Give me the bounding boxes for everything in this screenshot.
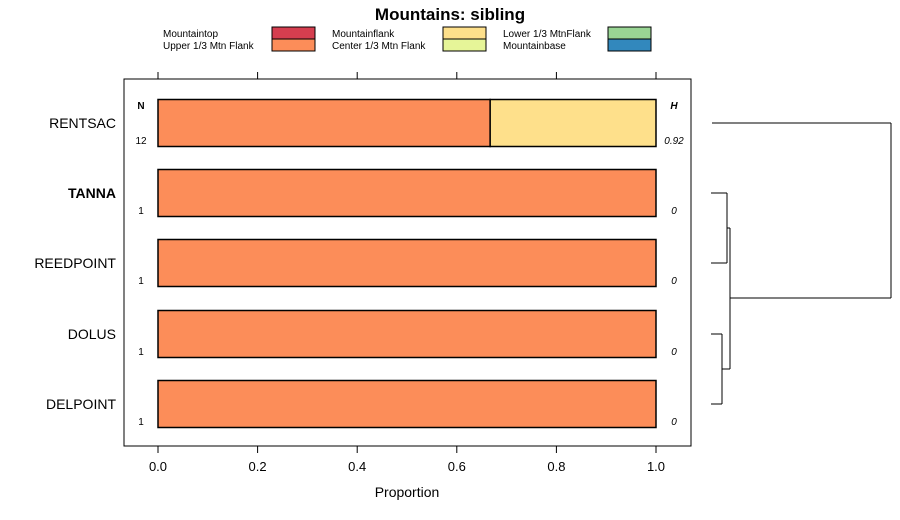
x-tick-label: 0.4 [348, 459, 366, 474]
legend-swatch [442, 26, 487, 40]
bar-segment [157, 309, 657, 359]
legend-label: Mountainbase [503, 41, 566, 52]
category-label: REEDPOINT [34, 255, 116, 271]
category-label: RENTSAC [49, 115, 116, 131]
category-label: DOLUS [68, 326, 116, 342]
h-value: 0 [671, 417, 677, 428]
h-value: 0 [671, 206, 677, 217]
h-value: 0.92 [664, 136, 684, 147]
legend-swatch [607, 38, 652, 52]
legend-label: Mountaintop [163, 29, 218, 40]
legend-swatch [271, 26, 316, 40]
legend-swatch [607, 26, 652, 40]
bar-segment [157, 168, 657, 218]
x-axis-label: Proportion [375, 484, 440, 500]
h-value: 0 [671, 276, 677, 287]
legend-label: Center 1/3 Mtn Flank [332, 41, 426, 52]
bar-segment [157, 238, 657, 288]
h-header: H [670, 101, 678, 112]
n-value: 1 [138, 206, 144, 217]
category-labels: N H RENTSAC 12 0.92 TANNA 1 0 REEDPOINT 1 0 DOLUS 1 0… [34, 101, 684, 428]
legend-swatch [271, 38, 316, 52]
n-value: 1 [138, 276, 144, 287]
x-tick-label: 0.6 [448, 459, 466, 474]
dendrogram [711, 122, 892, 405]
legend-label: Lower 1/3 MtnFlank [503, 29, 592, 40]
legend-label: Mountainflank [332, 29, 395, 40]
legend-swatch [442, 38, 487, 52]
bars [157, 98, 657, 429]
n-value: 12 [135, 136, 147, 147]
chart-title: Mountains: sibling [375, 5, 525, 24]
x-tick-label: 0.0 [149, 459, 167, 474]
bar-segment [157, 379, 657, 429]
x-axis: 0.0 0.2 0.4 0.6 0.8 1.0 [149, 72, 665, 474]
plot-frame [123, 78, 692, 447]
x-tick-label: 1.0 [647, 459, 665, 474]
n-value: 1 [138, 417, 144, 428]
bar-segment [157, 98, 491, 148]
x-tick-label: 0.2 [249, 459, 267, 474]
x-tick-label: 0.8 [547, 459, 565, 474]
n-value: 1 [138, 347, 144, 358]
legend-label: Upper 1/3 Mtn Flank [163, 41, 255, 52]
category-label: TANNA [68, 185, 116, 201]
category-label: DELPOINT [46, 396, 116, 412]
h-value: 0 [671, 347, 677, 358]
n-header: N [137, 101, 144, 112]
bar-segment [489, 98, 657, 148]
